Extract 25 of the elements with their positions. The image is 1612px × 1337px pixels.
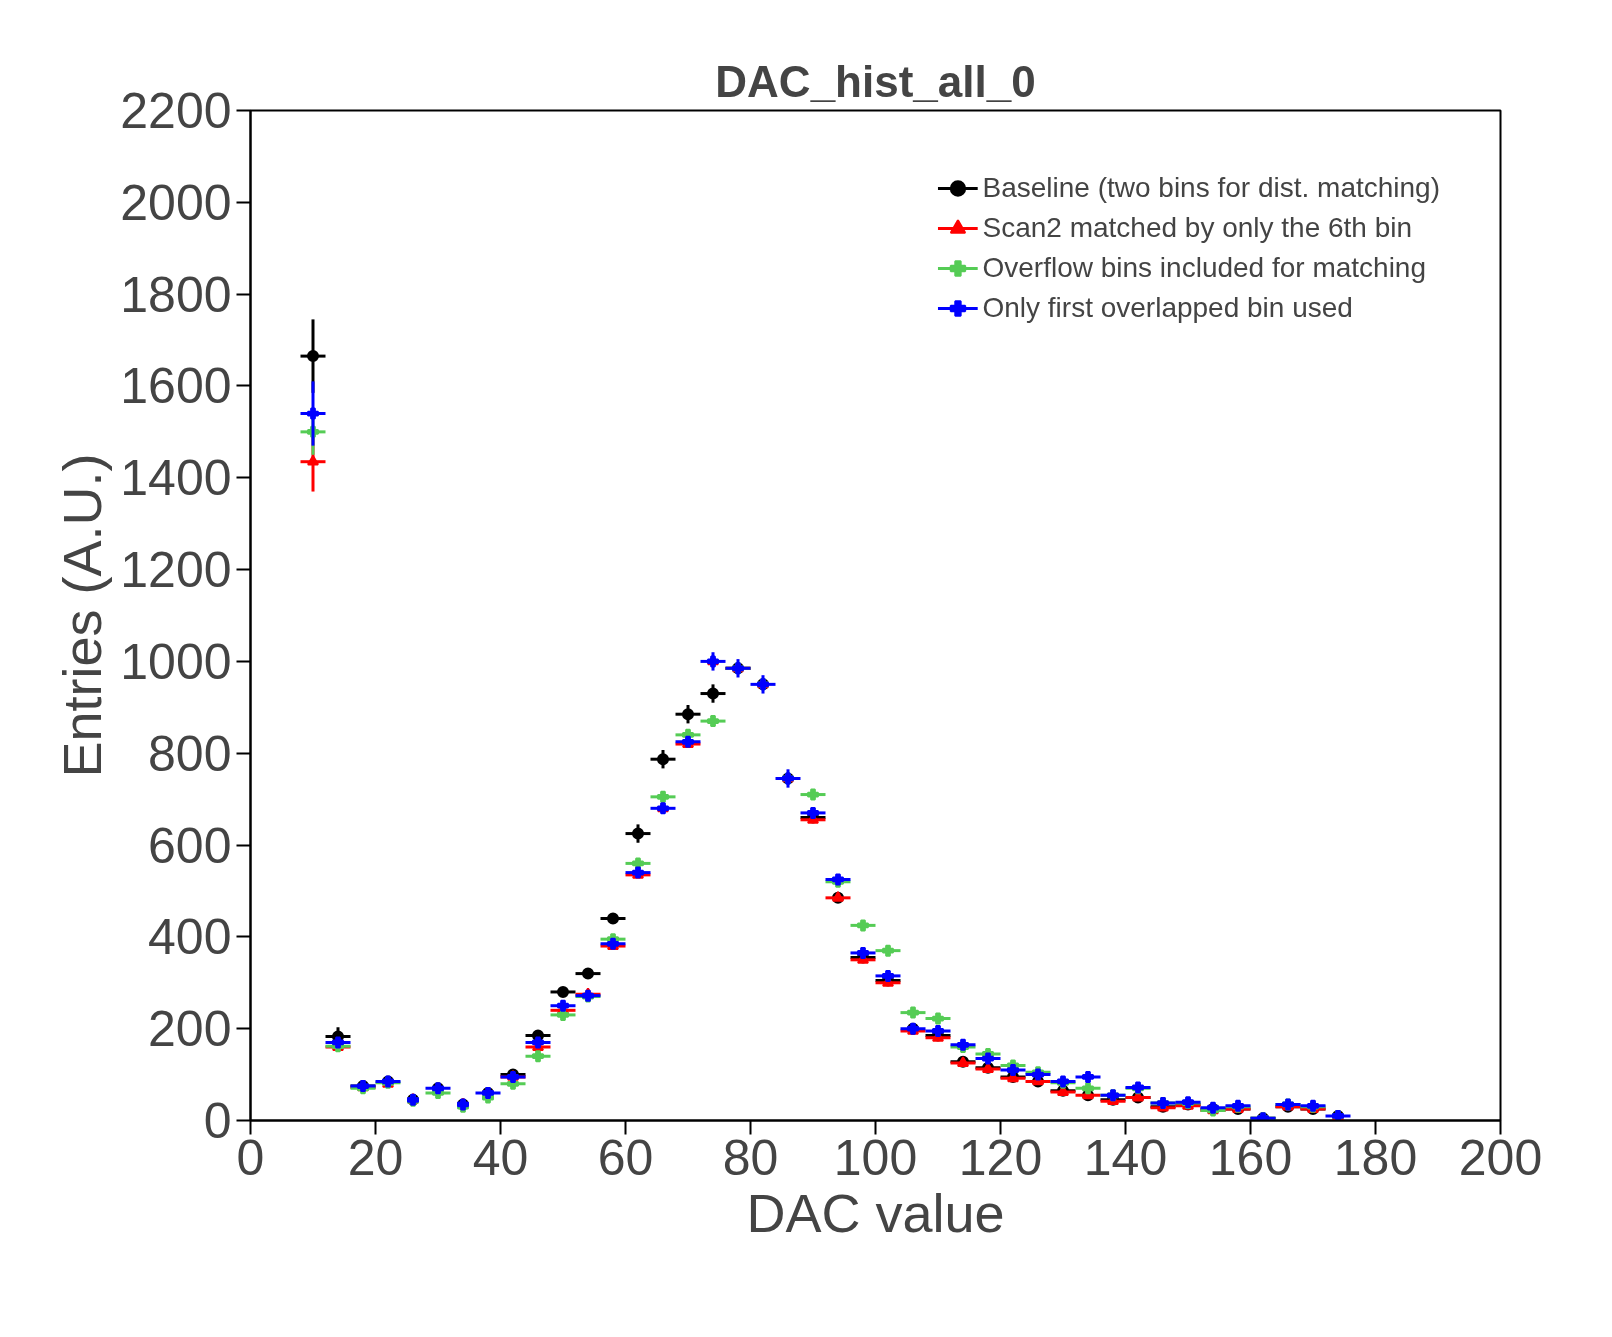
y-tick-label: 2200 <box>120 83 232 139</box>
x-tick-label: 60 <box>597 1129 654 1186</box>
legend-label: Overflow bins included for matching <box>982 252 1427 284</box>
legend-label: Scan2 matched by only the 6th bin <box>982 212 1413 244</box>
y-tick-label: 1800 <box>120 266 232 323</box>
legend-label: Baseline (two bins for dist. matching) <box>982 172 1440 204</box>
y-tick-label: 1200 <box>120 542 232 599</box>
y-tick-label: 2000 <box>120 174 232 231</box>
y-tick-label: 400 <box>148 909 232 966</box>
y-tick-label: 600 <box>148 817 232 874</box>
y-tick-label: 0 <box>203 1093 232 1149</box>
y-tick-label: 800 <box>148 725 232 782</box>
chart-title: DAC_hist_all_0 <box>715 56 1036 106</box>
y-tick-label: 1400 <box>120 450 232 507</box>
x-tick-label: 40 <box>472 1129 529 1186</box>
y-tick-label: 1000 <box>120 633 232 690</box>
x-tick-label: 160 <box>1208 1129 1293 1186</box>
y-tick-label: 1600 <box>120 358 232 415</box>
y-axis-title: Entries (A.U.) <box>52 453 113 778</box>
x-tick-label: 200 <box>1458 1129 1543 1186</box>
x-tick-label: 140 <box>1083 1129 1168 1186</box>
x-tick-label: 180 <box>1333 1129 1418 1186</box>
legend-label: Only first overlapped bin used <box>982 292 1353 324</box>
y-tick-label: 200 <box>148 1001 232 1058</box>
x-tick-label: 20 <box>347 1129 404 1186</box>
